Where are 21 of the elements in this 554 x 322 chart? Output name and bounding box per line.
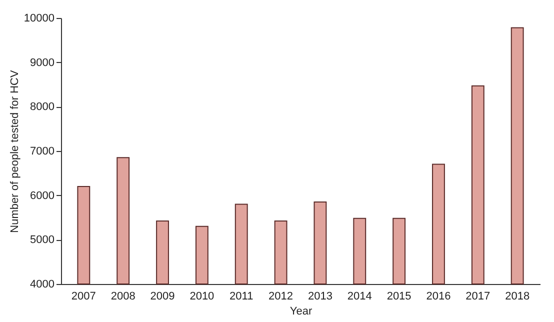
x-tick-label: 2009 bbox=[150, 290, 175, 302]
y-tick-label: 8000 bbox=[30, 101, 54, 114]
x-tick-label: 2018 bbox=[505, 290, 530, 302]
x-tick-label: 2013 bbox=[308, 290, 332, 302]
x-tick-label: 2016 bbox=[426, 290, 451, 302]
y-tick-label: 5000 bbox=[30, 234, 54, 246]
x-axis-title: Year bbox=[290, 306, 312, 318]
y-tick-label: 10000 bbox=[24, 12, 54, 24]
x-tick-label: 2017 bbox=[466, 290, 490, 302]
x-tick-label: 2014 bbox=[347, 290, 372, 302]
y-axis-title: Number of people tested for HCV bbox=[8, 70, 21, 233]
x-tick-label: 2011 bbox=[230, 290, 254, 302]
y-tick-label: 7000 bbox=[30, 146, 54, 158]
x-tick-label: 2010 bbox=[190, 290, 214, 302]
x-tick-label: 2012 bbox=[268, 290, 294, 302]
y-tick-label: 4000 bbox=[30, 278, 54, 290]
x-tick-label: 2015 bbox=[386, 290, 412, 302]
y-tick-label: 9000 bbox=[30, 56, 54, 69]
x-tick-label: 2008 bbox=[110, 290, 136, 302]
y-tick-label: 6000 bbox=[30, 190, 54, 202]
x-tick-label: 2007 bbox=[71, 290, 96, 302]
